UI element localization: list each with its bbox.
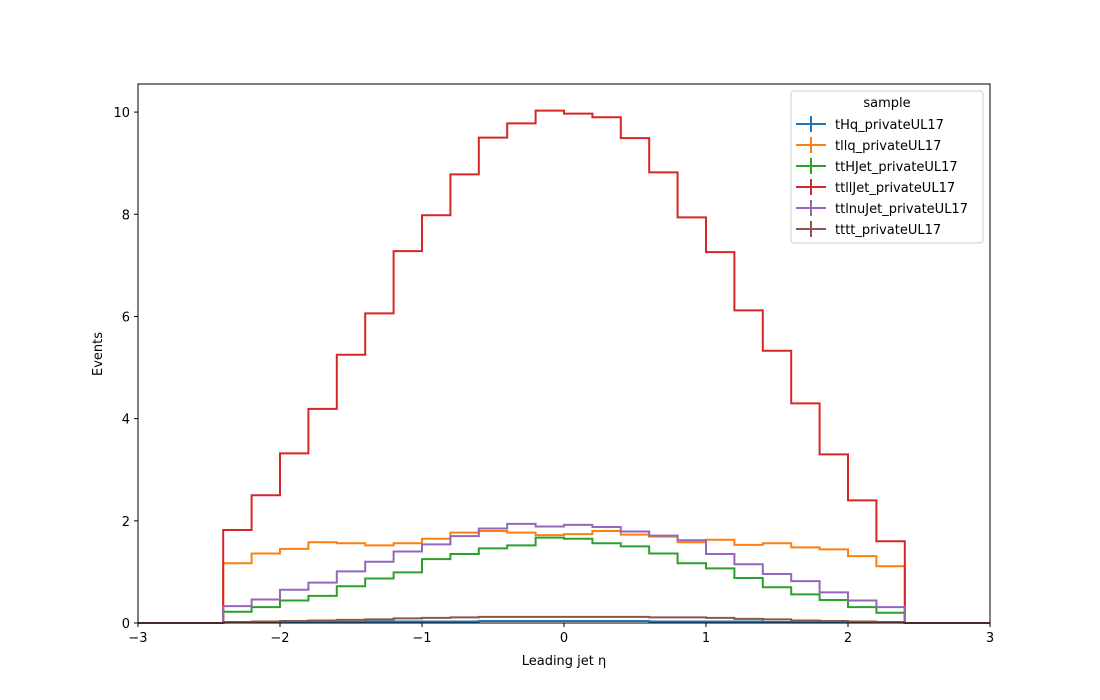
legend-item: ttlnuJet_privateUL17	[796, 200, 968, 217]
series-layer	[138, 109, 990, 624]
x-axis-label: Leading jet η	[522, 654, 607, 669]
y-axis-label: Events	[91, 332, 106, 376]
legend-item: ttllJet_privateUL17	[796, 179, 955, 196]
series-line-2	[138, 536, 990, 624]
y-axis: 0 2 4 6 8 10	[113, 106, 138, 632]
legend-title: sample	[863, 96, 910, 111]
y-tick-label: 10	[113, 106, 130, 121]
x-tick-label: 3	[986, 631, 994, 646]
x-tick-label: −3	[128, 631, 147, 646]
legend-label: ttlnuJet_privateUL17	[835, 202, 968, 217]
legend-label: tttt_privateUL17	[835, 223, 941, 238]
legend-item: ttHJet_privateUL17	[796, 158, 958, 175]
y-tick-label: 4	[122, 413, 130, 428]
y-tick-label: 0	[122, 617, 130, 632]
legend-label: tHq_privateUL17	[835, 118, 944, 133]
legend-box	[790, 90, 984, 244]
x-tick-label: 0	[560, 631, 568, 646]
x-tick-label: 2	[844, 631, 852, 646]
legend-item: tHq_privateUL17	[796, 116, 944, 133]
legend-item: tllq_privateUL17	[796, 137, 941, 154]
x-tick-label: −2	[270, 631, 289, 646]
legend-label: ttllJet_privateUL17	[835, 181, 955, 196]
y-tick-label: 6	[122, 310, 130, 325]
x-axis: −3 −2 −1 0 1 2 3	[128, 623, 994, 646]
legend-label: tllq_privateUL17	[835, 139, 941, 154]
y-tick-label: 2	[122, 515, 130, 530]
x-tick-label: −1	[412, 631, 431, 646]
series-line-4	[138, 522, 990, 624]
series-line-5	[138, 615, 990, 624]
legend-items: tHq_privateUL17 tllq_privateUL17 ttHJet_pr…	[796, 116, 968, 238]
series-line-3	[138, 109, 990, 624]
legend: sample tHq_privateUL17 tllq_privateUL17tt…	[790, 90, 984, 244]
y-tick-label: 8	[122, 208, 130, 223]
legend-item: tttt_privateUL17	[796, 221, 941, 238]
legend-label: ttHJet_privateUL17	[835, 160, 958, 175]
x-tick-label: 1	[702, 631, 710, 646]
series-line-1	[138, 530, 990, 624]
